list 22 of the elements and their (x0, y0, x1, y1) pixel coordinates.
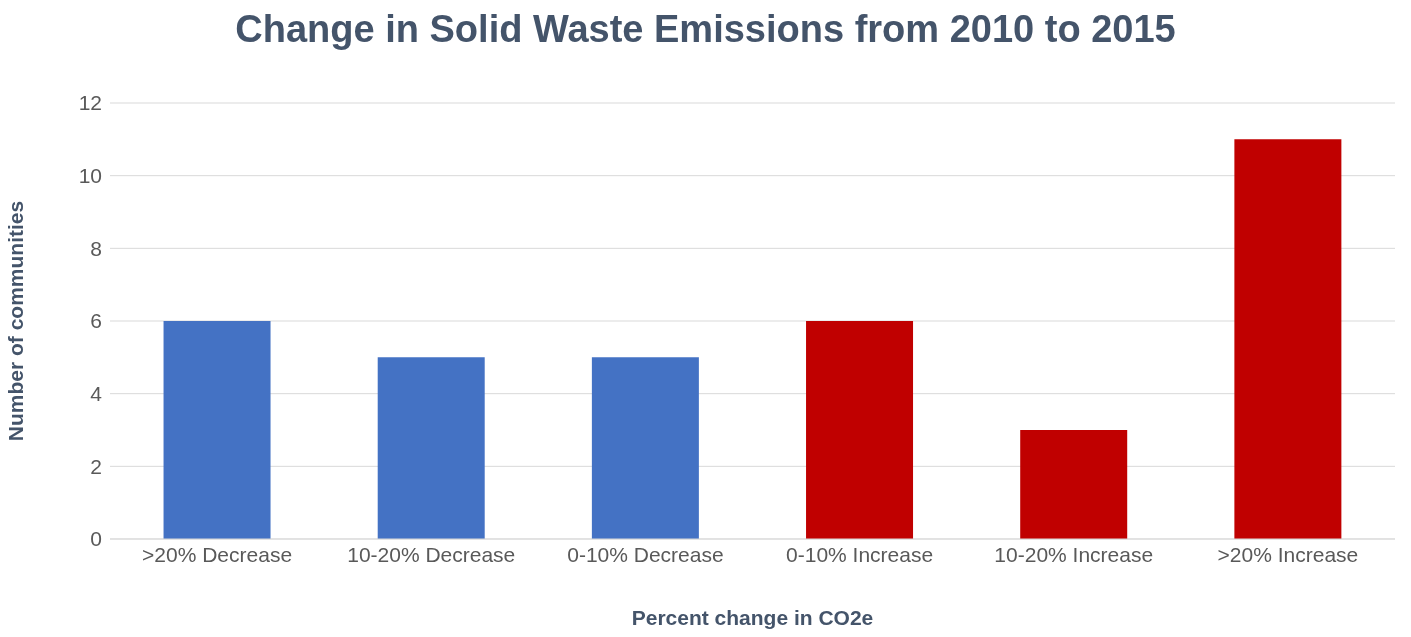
y-tick-label: 8 (90, 236, 102, 260)
y-tick-label: 12 (78, 91, 102, 115)
bar (377, 357, 485, 539)
x-tick-label: >20% Decrease (142, 542, 293, 566)
x-tick-label: >20% Increase (1217, 542, 1359, 566)
bar (806, 321, 914, 539)
y-tick-label: 0 (90, 527, 102, 551)
y-tick-label: 10 (78, 164, 102, 188)
bar (163, 321, 271, 539)
bar (1234, 139, 1342, 539)
y-axis-title: Number of communities (4, 200, 28, 442)
x-tick-label: 0-10% Decrease (567, 542, 724, 566)
y-tick-label: 6 (90, 309, 102, 333)
x-axis-title: Percent change in CO2e (630, 606, 875, 630)
bar (591, 357, 699, 539)
y-tick-label: 4 (90, 382, 103, 406)
x-tick-label: 0-10% Increase (786, 542, 934, 566)
x-tick-label: 10-20% Decrease (347, 542, 516, 566)
bar (1020, 430, 1128, 539)
y-tick-label: 2 (90, 454, 102, 478)
chart-title: Change in Solid Waste Emissions from 2010 to 2015 (234, 8, 1177, 51)
x-tick-label: 10-20% Increase (994, 542, 1154, 566)
